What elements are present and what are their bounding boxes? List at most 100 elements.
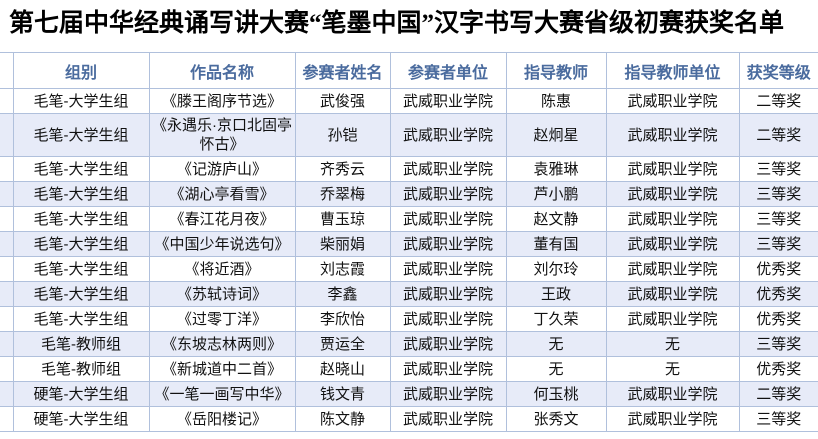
table-cell: 三等奖 (738, 156, 818, 182)
table-cell: 二等奖 (738, 88, 818, 114)
table-cell-stub (0, 331, 14, 357)
table-cell: 齐秀云 (294, 156, 391, 182)
table-cell: 武威职业学院 (605, 88, 740, 114)
table-cell-stub (0, 406, 14, 432)
table-cell: 武威职业学院 (389, 181, 507, 207)
table-cell: 优秀奖 (738, 256, 818, 282)
table-cell: 武威职业学院 (389, 381, 507, 407)
table-cell: 武俊强 (294, 88, 391, 114)
table-body: 毛笔-大学生组 《滕王阁序节选》 武俊强 武威职业学院 陈惠 武威职业学院 二等奖 毛笔-大学… (0, 88, 818, 432)
table-cell: 《记游庐山》 (148, 156, 296, 182)
table-cell: 武威职业学院 (389, 256, 507, 282)
header-cell-award-level: 获奖等级 (738, 52, 818, 89)
table-cell: 毛笔-大学生组 (12, 306, 150, 332)
table-cell: 张秀文 (505, 406, 607, 432)
table-row: 毛笔-大学生组 《记游庐山》 齐秀云 武威职业学院 袁雅琳 武威职业学院 三等奖 (0, 156, 818, 182)
table-cell: 刘志霞 (294, 256, 391, 282)
header-cell-group: 组别 (12, 52, 150, 89)
table-row: 硬笔-大学生组 《岳阳楼记》 陈文静 武威职业学院 张秀文 武威职业学院 三等奖 (0, 406, 818, 432)
table-cell: 硬笔-大学生组 (12, 406, 150, 432)
table-cell: 李欣怡 (294, 306, 391, 332)
table-cell: 钱文青 (294, 381, 391, 407)
table-cell: 武威职业学院 (605, 113, 740, 157)
table-cell: 武威职业学院 (389, 231, 507, 257)
table-row: 毛笔-大学生组 《湖心亭看雪》 乔翠梅 武威职业学院 芦小鹏 武威职业学院 三等奖 (0, 181, 818, 207)
table-cell: 硬笔-大学生组 (12, 381, 150, 407)
table-cell: 孙铠 (294, 113, 391, 157)
awards-table: 组别 作品名称 参赛者姓名 参赛者单位 指导教师 指导教师单位 获奖等级 毛笔-… (0, 52, 818, 432)
table-cell: 武威职业学院 (605, 206, 740, 232)
table-cell: 优秀奖 (738, 281, 818, 307)
table-cell-stub (0, 181, 14, 207)
table-cell: 毛笔-大学生组 (12, 156, 150, 182)
table-cell: 三等奖 (738, 181, 818, 207)
table-cell: 无 (605, 331, 740, 357)
table-cell: 毛笔-大学生组 (12, 281, 150, 307)
table-cell-stub (0, 356, 14, 382)
table-cell: 武威职业学院 (389, 156, 507, 182)
table-row: 硬笔-大学生组 《一笔一画写中华》 钱文青 武威职业学院 何玉桃 武威职业学院 二等奖 (0, 381, 818, 407)
table-row: 毛笔-教师组 《新城道中二首》 赵晓山 武威职业学院无无优秀奖 (0, 356, 818, 382)
table-cell: 《春江花月夜》 (148, 206, 296, 232)
table-row: 毛笔-大学生组 《将近酒》 刘志霞 武威职业学院 刘尔玲 武威职业学院 优秀奖 (0, 256, 818, 282)
table-cell: 《苏轼诗词》 (148, 281, 296, 307)
table-cell: 武威职业学院 (389, 113, 507, 157)
table-cell-stub (0, 88, 14, 114)
table-cell: 武威职业学院 (389, 88, 507, 114)
table-cell: 《滕王阁序节选》 (148, 88, 296, 114)
table-cell: 乔翠梅 (294, 181, 391, 207)
table-cell: 陈文静 (294, 406, 391, 432)
table-cell: 三等奖 (738, 406, 818, 432)
table-cell: 武威职业学院 (389, 331, 507, 357)
table-row: 毛笔-教师组 《东坡志林两则》 贾运全 武威职业学院无无三等奖 (0, 331, 818, 357)
table-row: 毛笔-大学生组 《中国少年说选句》 柴丽娟 武威职业学院 董有国 武威职业学院 三等奖 (0, 231, 818, 257)
table-cell: 三等奖 (738, 206, 818, 232)
table-cell: 武威职业学院 (389, 281, 507, 307)
header-cell-participant-name: 参赛者姓名 (294, 52, 391, 89)
table-cell: 优秀奖 (738, 306, 818, 332)
table-cell: 赵文静 (505, 206, 607, 232)
table-cell: 毛笔-大学生组 (12, 113, 150, 157)
table-cell: 《中国少年说选句》 (148, 231, 296, 257)
header-cell-participant-unit: 参赛者单位 (389, 52, 507, 89)
table-cell: 三等奖 (738, 331, 818, 357)
table-row: 毛笔-大学生组 《春江花月夜》 曹玉琼 武威职业学院 赵文静 武威职业学院 三等奖 (0, 206, 818, 232)
table-cell: 《东坡志林两则》 (148, 331, 296, 357)
table-cell: 武威职业学院 (389, 206, 507, 232)
table-cell: 二等奖 (738, 113, 818, 157)
table-cell: 何玉桃 (505, 381, 607, 407)
table-row: 毛笔-大学生组 《滕王阁序节选》 武俊强 武威职业学院 陈惠 武威职业学院 二等奖 (0, 88, 818, 114)
table-cell-stub (0, 231, 14, 257)
table-cell: 王政 (505, 281, 607, 307)
header-cell-advisor-unit: 指导教师单位 (605, 52, 740, 89)
table-cell-stub (0, 156, 14, 182)
table-cell-stub (0, 256, 14, 282)
table-cell: 毛笔-大学生组 (12, 181, 150, 207)
table-cell: 无 (605, 356, 740, 382)
header-cell-advisor: 指导教师 (505, 52, 607, 89)
table-cell: 二等奖 (738, 381, 818, 407)
table-cell: 武威职业学院 (605, 156, 740, 182)
table-cell: 《一笔一画写中华》 (148, 381, 296, 407)
table-cell: 武威职业学院 (389, 306, 507, 332)
table-cell: 《岳阳楼记》 (148, 406, 296, 432)
table-cell: 毛笔-大学生组 (12, 206, 150, 232)
table-row: 毛笔-大学生组 《永遇乐·京口北固亭怀古》 孙铠 武威职业学院 赵炯星 武威职业学院 二等奖 (0, 113, 818, 157)
table-cell: 武威职业学院 (605, 231, 740, 257)
table-cell-stub (0, 381, 14, 407)
table-row: 毛笔-大学生组 《苏轼诗词》 李鑫 武威职业学院 王政 武威职业学院 优秀奖 (0, 281, 818, 307)
table-cell: 武威职业学院 (605, 381, 740, 407)
table-cell: 武威职业学院 (389, 406, 507, 432)
table-cell: 刘尔玲 (505, 256, 607, 282)
table-header-row: 组别 作品名称 参赛者姓名 参赛者单位 指导教师 指导教师单位 获奖等级 (0, 52, 818, 89)
table-cell: 武威职业学院 (605, 306, 740, 332)
table-cell: 赵晓山 (294, 356, 391, 382)
table-cell: 毛笔-大学生组 (12, 88, 150, 114)
page-title: 第七届中华经典诵写讲大赛“笔墨中国”汉字书写大赛省级初赛获奖名单 (9, 10, 785, 37)
table-cell: 武威职业学院 (605, 281, 740, 307)
table-cell: 赵炯星 (505, 113, 607, 157)
table-cell: 武威职业学院 (605, 256, 740, 282)
table-cell: 无 (505, 331, 607, 357)
table-cell: 无 (505, 356, 607, 382)
table-cell: 袁雅琳 (505, 156, 607, 182)
